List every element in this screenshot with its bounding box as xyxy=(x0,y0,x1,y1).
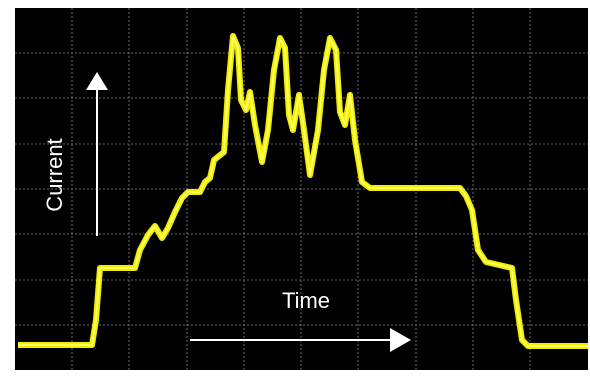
x-axis-label: Time xyxy=(282,288,330,313)
scope-screen: Current Time xyxy=(0,0,590,378)
y-axis-label: Current xyxy=(42,138,67,211)
page: Current Time (() => { const data = JSON.… xyxy=(0,0,590,378)
